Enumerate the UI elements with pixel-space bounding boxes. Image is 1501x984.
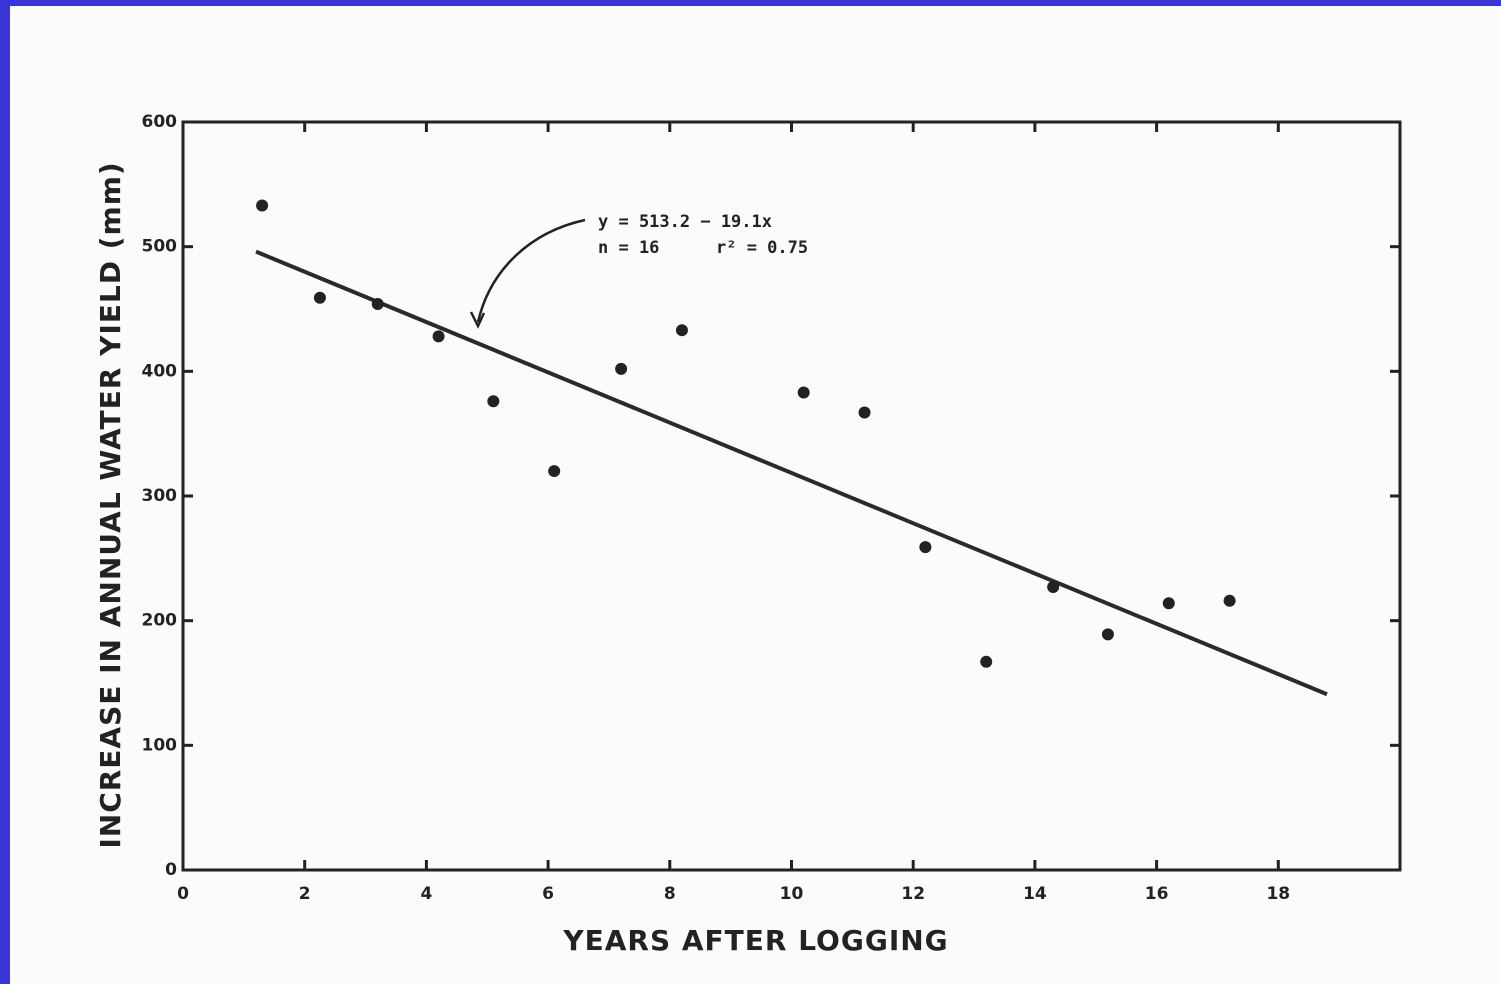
x-tick-label: 4 — [420, 884, 432, 904]
annotation: r² = 0.75 — [716, 238, 808, 258]
point — [797, 386, 810, 399]
y-tick-label: 600 — [142, 112, 178, 132]
y-tick-label: 500 — [142, 237, 178, 257]
regression-line — [255, 249, 1328, 697]
point — [675, 324, 688, 337]
x-tick-label: 18 — [1266, 884, 1290, 904]
x-tick-label: 2 — [299, 884, 311, 904]
y-axis-title: INCREASE IN ANNUAL WATER YIELD (mm) — [94, 161, 127, 848]
point — [1223, 594, 1236, 607]
point — [919, 541, 932, 554]
point — [1162, 597, 1175, 610]
y-tick-label: 200 — [142, 611, 178, 631]
point — [858, 406, 871, 419]
arrow-head — [469, 311, 486, 329]
point — [371, 298, 384, 311]
point — [313, 291, 326, 304]
x-tick-label: 16 — [1145, 884, 1169, 904]
annotation-arrow — [476, 218, 586, 323]
x-tick-label: 10 — [780, 884, 804, 904]
point — [615, 362, 628, 375]
point — [487, 395, 500, 408]
point — [256, 199, 269, 212]
y-tick-label: 100 — [142, 735, 178, 755]
y-tick-label: 300 — [142, 486, 178, 506]
annotation: n = 16 — [598, 238, 659, 258]
y-tick-label: 400 — [142, 361, 178, 381]
x-tick-label: 14 — [1023, 884, 1047, 904]
point — [548, 465, 561, 478]
point — [980, 655, 993, 668]
x-tick-label: 6 — [542, 884, 554, 904]
x-tick-label: 0 — [177, 884, 189, 904]
point — [432, 330, 445, 343]
y-tick-label: 0 — [165, 860, 177, 880]
slide — [10, 6, 1501, 984]
point — [1047, 581, 1060, 594]
x-axis-title: YEARS AFTER LOGGING — [562, 924, 948, 957]
annotation: y = 513.2 − 19.1x — [598, 212, 772, 232]
point — [1101, 628, 1114, 641]
x-tick-label: 12 — [901, 884, 925, 904]
x-tick-label: 8 — [664, 884, 676, 904]
plot-frame — [181, 120, 1402, 872]
